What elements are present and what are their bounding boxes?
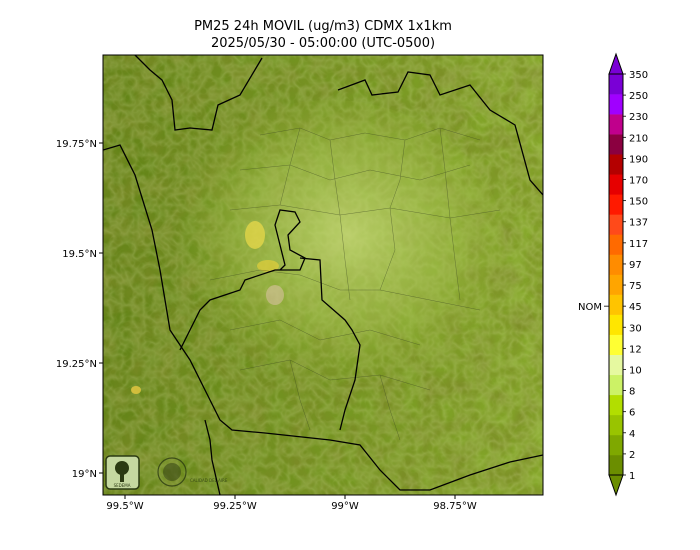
nom-label: NOM: [578, 302, 602, 313]
colorbar-tick-label: 4: [629, 429, 635, 440]
colorbar-tick-label: 350: [629, 70, 648, 81]
pm25-hotspot-1: [245, 221, 265, 249]
colorbar-segment: [609, 94, 623, 115]
colorbar-segment: [609, 254, 623, 275]
colorbar-tick-label: 12: [629, 344, 642, 355]
urban-area-glow: [155, 100, 505, 400]
svg-text:CALIDAD DEL AIRE: CALIDAD DEL AIRE: [190, 478, 228, 483]
latitude-ticks: 19.75°N 19.5°N 19.25°N 19°N: [56, 139, 103, 480]
colorbar-max-arrow: [608, 52, 624, 75]
colorbar-tick-label: 230: [629, 112, 648, 123]
lat-tick-label: 19.25°N: [56, 359, 97, 370]
state-boundaries: [103, 55, 543, 495]
colorbar-tick-label: 117: [629, 239, 648, 250]
colorbar-segment: [609, 134, 623, 155]
lat-tick-label: 19.75°N: [56, 139, 97, 150]
colorbar-segment: [609, 194, 623, 215]
lat-tick-label: 19°N: [72, 469, 97, 480]
pm25-hotspot-2: [257, 260, 279, 272]
colorbar-tick-label: 190: [629, 154, 648, 165]
colorbar-segment: [609, 74, 623, 95]
colorbar-min-arrow: [608, 474, 624, 497]
map-title-line1: PM25 24h MOVIL (ug/m3) CDMX 1x1km: [194, 19, 452, 34]
svg-text:SEDEMA: SEDEMA: [114, 483, 131, 488]
lon-tick-label: 98.75°W: [433, 501, 477, 512]
pm25-hotspot-3: [266, 285, 284, 305]
colorbar-segment: [609, 274, 623, 295]
colorbar-tick-label: 10: [629, 365, 642, 376]
colorbar-segment: [609, 314, 623, 335]
colorbar-tick-label: 97: [629, 260, 642, 271]
colorbar-tick-label: 2: [629, 450, 635, 461]
lon-tick-label: 99.25°W: [213, 501, 257, 512]
calidad-aire-logo: CALIDAD DEL AIRE: [157, 457, 228, 487]
colorbar-tick-label: 8: [629, 387, 635, 398]
colorbar-segment: [609, 414, 623, 436]
colorbar-segment: [609, 374, 623, 396]
lat-tick-label: 19.5°N: [62, 249, 97, 260]
map-frame: [102, 54, 544, 496]
map-title-line2: 2025/05/30 - 05:00:00 (UTC-0500): [210, 36, 436, 51]
colorbar-segment: [609, 394, 623, 416]
colorbar-tick-label: 137: [629, 218, 648, 229]
colorbar-tick-label: 6: [629, 408, 635, 419]
colorbar-segment: [609, 454, 623, 476]
colorbar-tick-label: 30: [629, 323, 642, 334]
colorbar-segment: [609, 214, 623, 235]
colorbar: 1246810123045759711713715017019021023025…: [578, 52, 648, 497]
map-area: SEDEMA CALIDAD DEL AIRE: [103, 55, 543, 495]
colorbar-segment: [609, 154, 623, 175]
colorbar-tick-label: 210: [629, 133, 648, 144]
colorbar-frame: [608, 73, 624, 476]
colorbar-tick-label: 45: [629, 302, 642, 313]
sedema-logo: SEDEMA: [105, 455, 140, 490]
pm25-hotspot-4: [131, 386, 141, 394]
lon-tick-label: 99°W: [331, 501, 359, 512]
colorbar-segment: [609, 234, 623, 255]
longitude-ticks: 99.5°W 99.25°W 99°W 98.75°W: [106, 495, 477, 512]
colorbar-segment: [609, 434, 623, 456]
colorbar-segment: [609, 294, 623, 315]
colorbar-tick-label: 75: [629, 281, 642, 292]
colorbar-segment: [609, 354, 623, 376]
colorbar-segment: [609, 334, 623, 355]
lon-tick-label: 99.5°W: [106, 501, 143, 512]
colorbar-segment: [609, 174, 623, 195]
colorbar-tick-label: 170: [629, 176, 648, 187]
colorbar-tick-label: 250: [629, 91, 648, 102]
municipal-boundaries: [209, 127, 501, 441]
colorbar-segment: [609, 114, 623, 135]
colorbar-tick-label: 1: [629, 471, 635, 482]
colorbar-tick-label: 150: [629, 197, 648, 208]
